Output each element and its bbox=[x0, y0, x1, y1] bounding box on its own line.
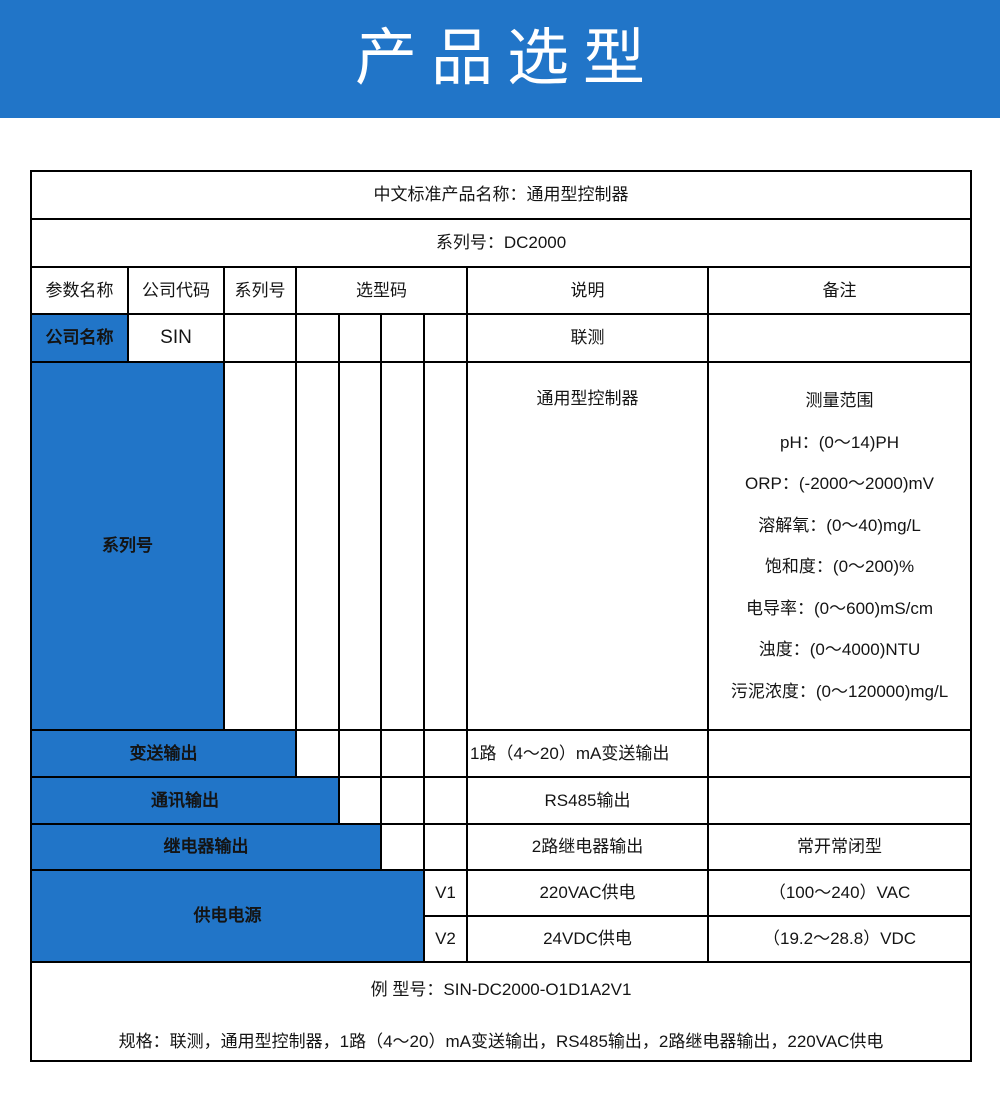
product-selection-table-wrapper: 中文标准产品名称：通用型控制器 系列号：DC2000 参数名称 公司代码 系列号… bbox=[29, 170, 973, 1062]
table-row-series: 系列号 通用型控制器 测量范围 pH：(0～14)PH ORP：(-2000～2… bbox=[30, 361, 973, 731]
cell-company-series-code bbox=[223, 313, 297, 363]
table-row-communication-output: 通讯输出 RS485输出 bbox=[30, 776, 973, 825]
cell-transmitter-sel-5 bbox=[423, 729, 468, 778]
cell-company-code-value: SIN bbox=[127, 313, 225, 363]
page-title: 产品选型 bbox=[354, 24, 659, 93]
cell-communication-sel-3 bbox=[338, 776, 382, 825]
cell-company-sel-4 bbox=[423, 313, 468, 363]
footer-example-model: 例 型号：SIN-DC2000-O1D1A2V1 bbox=[370, 980, 632, 999]
cell-communication-remark bbox=[706, 776, 973, 825]
cell-series-sel-2 bbox=[338, 361, 382, 731]
row-label-relay-output: 继电器输出 bbox=[30, 823, 382, 871]
table-title-row-1: 中文标准产品名称：通用型控制器 bbox=[29, 170, 973, 220]
table-header-row: 参数名称 公司代码 系列号 选型码 说明 备注 bbox=[30, 266, 973, 315]
cell-transmitter-sel-3 bbox=[338, 729, 382, 778]
cell-company-sel-2 bbox=[338, 313, 382, 363]
header-series-code: 系列号 bbox=[223, 266, 297, 315]
footer-cell: 例 型号：SIN-DC2000-O1D1A2V1 规格：联测，通用型控制器，1路… bbox=[29, 961, 973, 1062]
row-label-transmitter-output: 变送输出 bbox=[30, 729, 297, 778]
series-description-text: 通用型控制器 bbox=[536, 389, 639, 408]
measurement-range-turbidity: 浊度：(0～4000)NTU bbox=[758, 640, 921, 659]
cell-power-code-v2: V2 bbox=[423, 915, 468, 963]
cell-transmitter-sel-4 bbox=[380, 729, 425, 778]
cell-relay-sel-5 bbox=[423, 823, 468, 871]
cell-relay-sel-4 bbox=[380, 823, 425, 871]
header-remark: 备注 bbox=[706, 266, 973, 315]
measurement-range-conductivity: 电导率：(0～600)mS/cm bbox=[746, 598, 934, 618]
cell-transmitter-description: 1路（4～20）mA变送输出 bbox=[466, 729, 709, 778]
header-description: 说明 bbox=[466, 266, 709, 315]
header-param-name: 参数名称 bbox=[30, 266, 129, 315]
series-number-cell: 系列号：DC2000 bbox=[29, 218, 973, 268]
measurement-range-saturation: 饱和度：(0～200)% bbox=[764, 557, 915, 576]
row-label-series: 系列号 bbox=[30, 361, 225, 731]
cell-series-description: 通用型控制器 bbox=[466, 361, 709, 731]
cell-company-description: 联测 bbox=[466, 313, 709, 363]
measurement-range-sludge-concentration: 污泥浓度：(0～120000)mg/L bbox=[730, 681, 949, 701]
row-label-company-name: 公司名称 bbox=[30, 313, 129, 363]
cell-company-remark bbox=[706, 313, 973, 363]
page-banner: 产品选型 bbox=[0, 0, 1000, 118]
cell-transmitter-remark bbox=[706, 729, 973, 778]
table-row-power-supply-v1: 供电电源 V1 220VAC供电 （100～240）VAC bbox=[30, 869, 973, 963]
measurement-range-ph: pH：(0～14)PH bbox=[780, 432, 900, 452]
measurement-range-list: 测量范围 pH：(0～14)PH ORP：(-2000～2000)mV 溶解氧：… bbox=[709, 376, 970, 716]
cell-transmitter-sel-2 bbox=[295, 729, 340, 778]
cell-relay-description: 2路继电器输出 bbox=[466, 823, 709, 871]
table-row-relay-output: 继电器输出 2路继电器输出 常开常闭型 bbox=[30, 823, 973, 871]
cell-communication-description: RS485输出 bbox=[466, 776, 709, 825]
table-row-transmitter-output: 变送输出 1路（4～20）mA变送输出 bbox=[30, 729, 973, 778]
footer-spec-line: 规格：联测，通用型控制器，1路（4～20）mA变送输出，RS485输出，2路继电… bbox=[118, 1031, 884, 1051]
table-title-row-2: 系列号：DC2000 bbox=[29, 218, 973, 268]
table-row-company-name: 公司名称 SIN 联测 bbox=[30, 313, 973, 363]
cell-relay-remark: 常开常闭型 bbox=[706, 823, 973, 871]
row-label-communication-output: 通讯输出 bbox=[30, 776, 340, 825]
cell-power-code-v1: V1 bbox=[423, 869, 468, 917]
product-selection-table: 中文标准产品名称：通用型控制器 系列号：DC2000 参数名称 公司代码 系列号… bbox=[29, 170, 973, 1062]
header-company-code: 公司代码 bbox=[127, 266, 225, 315]
standard-product-name-cell: 中文标准产品名称：通用型控制器 bbox=[29, 170, 973, 220]
table-row-power-supply-v2: V2 24VDC供电 （19.2～28.8）VDC bbox=[31, 915, 973, 963]
cell-power-remark-v1: （100～240）VAC bbox=[706, 869, 973, 917]
table-footer-row: 例 型号：SIN-DC2000-O1D1A2V1 规格：联测，通用型控制器，1路… bbox=[29, 961, 973, 1062]
cell-company-sel-3 bbox=[380, 313, 425, 363]
cell-series-remark: 测量范围 pH：(0～14)PH ORP：(-2000～2000)mV 溶解氧：… bbox=[706, 361, 973, 731]
cell-company-sel-1 bbox=[295, 313, 340, 363]
cell-series-sel-4 bbox=[423, 361, 468, 731]
header-selection-code: 选型码 bbox=[295, 266, 468, 315]
measurement-range-title: 测量范围 bbox=[805, 391, 874, 410]
cell-series-sel-3 bbox=[380, 361, 425, 731]
row-label-power-supply: 供电电源 bbox=[30, 869, 425, 963]
cell-series-sel-1 bbox=[295, 361, 340, 731]
cell-power-description-v1: 220VAC供电 bbox=[466, 869, 709, 917]
cell-power-remark-v2: （19.2～28.8）VDC bbox=[706, 915, 973, 963]
measurement-range-orp: ORP：(-2000～2000)mV bbox=[745, 474, 935, 493]
cell-communication-sel-4 bbox=[380, 776, 425, 825]
cell-series-code bbox=[223, 361, 297, 731]
series-description-text-wrap: 通用型控制器 bbox=[468, 376, 707, 716]
measurement-range-dissolved-oxygen: 溶解氧：(0～40)mg/L bbox=[758, 515, 921, 535]
cell-power-description-v2: 24VDC供电 bbox=[466, 915, 709, 963]
cell-communication-sel-5 bbox=[423, 776, 468, 825]
